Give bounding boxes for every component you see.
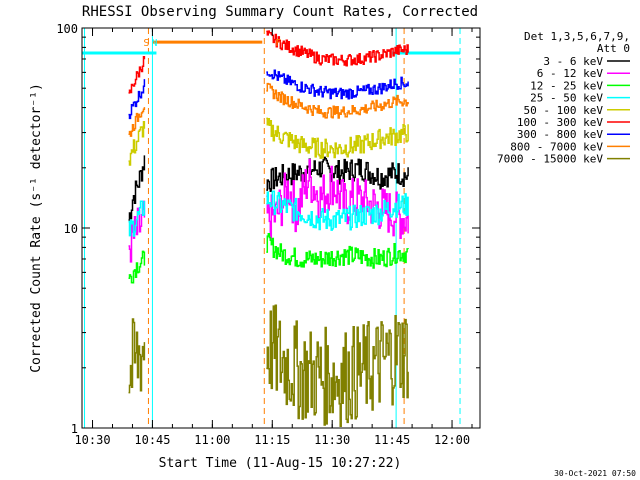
series-25-50-kev-post [266,190,409,231]
x-tick-label-2: 11:00 [194,433,230,447]
series-800-7000-kev-post [266,82,409,119]
series-100-300-kev-pre [128,56,146,94]
legend-label-12-25-kev: 12 - 25 keV [530,79,603,92]
series-3-6-kev-pre [128,155,146,221]
annotation-n-1: N [151,38,157,49]
generation-timestamp: 30-Oct-2021 07:50 [554,469,636,478]
y-tick-label-2: 100 [56,22,78,36]
legend-header-line-1: Det 1,3,5,6,7,9, [524,30,630,43]
series-800-7000-kev-pre [128,107,146,137]
legend-label-300-800-kev: 300 - 800 keV [517,128,603,141]
x-tick-label-3: 11:15 [254,433,290,447]
legend-label-6-12-kev: 6 - 12 keV [537,67,604,80]
x-tick-label-6: 12:00 [434,433,470,447]
legend-label-800-7000-kev: 800 - 7000 keV [510,140,603,153]
chart-title: RHESSI Observing Summary Count Rates, Co… [82,4,478,20]
annotation-s-0: S [143,38,149,49]
legend-label-25-50-kev: 25 - 50 keV [530,92,603,105]
series-7000-15000-kev-pre [128,318,146,394]
legend-label-7000-15000-kev: 7000 - 15000 keV [497,153,603,166]
series-50-100-kev-pre [128,121,146,166]
y-axis-label: Corrected Count Rate (s⁻¹ detector⁻¹) [29,83,44,373]
series-300-800-kev-pre [128,79,146,120]
series-12-25-kev-post [266,233,409,269]
series-50-100-kev-post [266,117,409,159]
annotation-f-2: F [275,38,281,49]
x-tick-label-5: 11:45 [374,433,410,447]
legend-header-line-2: Att 0 [597,42,630,55]
series-300-800-kev-post [266,69,409,100]
y-tick-label-0: 1 [71,422,78,436]
legend-label-100-300-kev: 100 - 300 keV [517,116,603,129]
series-7000-15000-kev-post [266,304,409,427]
x-tick-label-4: 11:30 [314,433,350,447]
legend-label-50-100-kev: 50 - 100 keV [524,104,604,117]
x-tick-label-1: 10:45 [134,433,170,447]
legend-label-3-6-kev: 3 - 6 keV [543,55,603,68]
series-100-300-kev-post [266,30,409,67]
x-tick-label-0: 10:30 [74,433,110,447]
x-axis-label: Start Time (11-Aug-15 10:27:22) [159,456,402,471]
series-12-25-kev-pre [128,250,146,284]
series-3-6-kev-post [266,156,409,193]
series-25-50-kev-pre [128,200,146,237]
y-tick-label-1: 10 [64,222,78,236]
